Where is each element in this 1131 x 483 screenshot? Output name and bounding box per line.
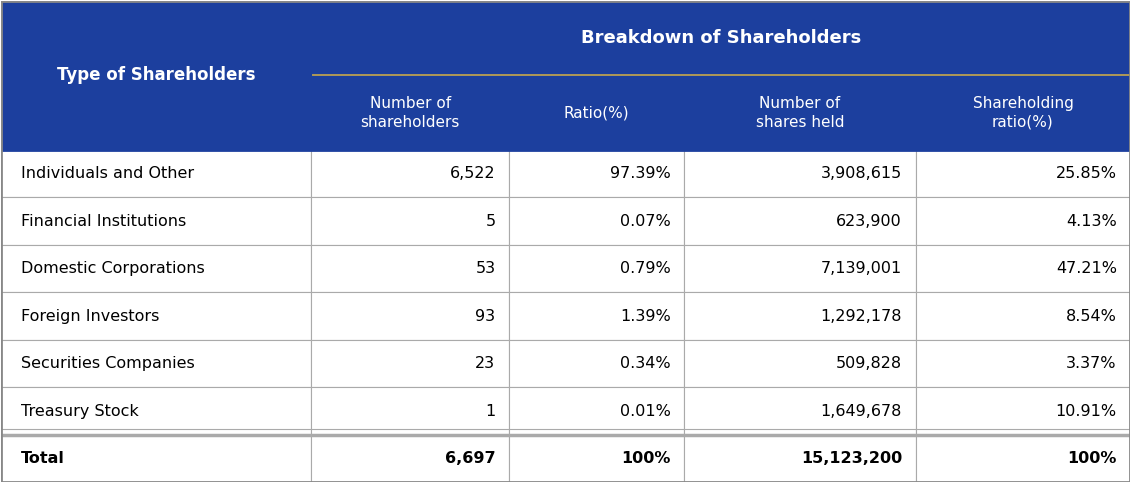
Bar [916, 198, 1130, 245]
Bar [509, 245, 684, 292]
Text: Number of
shareholders: Number of shareholders [361, 96, 460, 130]
Bar [916, 75, 1130, 150]
Bar [509, 75, 684, 150]
Bar [509, 340, 684, 387]
Bar [509, 387, 684, 435]
Bar [1, 292, 311, 340]
Text: 10.91%: 10.91% [1055, 404, 1116, 419]
Text: Total: Total [21, 451, 64, 466]
Bar [684, 150, 916, 198]
Text: 4.13%: 4.13% [1067, 213, 1116, 229]
Text: 93: 93 [475, 309, 495, 324]
Bar [311, 0, 1130, 75]
Text: 6,522: 6,522 [450, 166, 495, 181]
Bar [509, 198, 684, 245]
Text: 100%: 100% [621, 451, 671, 466]
Bar [684, 435, 916, 483]
Bar [311, 435, 509, 483]
Text: Foreign Investors: Foreign Investors [21, 309, 159, 324]
Bar [1, 387, 311, 435]
Bar [684, 340, 916, 387]
Bar [684, 292, 916, 340]
Bar [509, 150, 684, 198]
Text: 100%: 100% [1068, 451, 1116, 466]
Text: 3,908,615: 3,908,615 [821, 166, 903, 181]
Bar [916, 387, 1130, 435]
Bar [509, 435, 684, 483]
Text: Breakdown of Shareholders: Breakdown of Shareholders [580, 29, 861, 47]
Text: 1: 1 [485, 404, 495, 419]
Text: 509,828: 509,828 [836, 356, 903, 371]
Text: 25.85%: 25.85% [1055, 166, 1116, 181]
Text: Securities Companies: Securities Companies [21, 356, 195, 371]
Bar [916, 292, 1130, 340]
Bar [684, 245, 916, 292]
Text: Type of Shareholders: Type of Shareholders [57, 66, 256, 85]
Bar [1, 150, 311, 198]
Text: 6,697: 6,697 [444, 451, 495, 466]
Bar [311, 198, 509, 245]
Bar [311, 340, 509, 387]
Bar [1, 0, 311, 150]
Bar [684, 198, 916, 245]
Text: 15,123,200: 15,123,200 [801, 451, 903, 466]
Text: Treasury Stock: Treasury Stock [21, 404, 139, 419]
Bar [311, 245, 509, 292]
Bar [509, 292, 684, 340]
Bar [916, 340, 1130, 387]
Bar [916, 435, 1130, 483]
Text: 8.54%: 8.54% [1065, 309, 1116, 324]
Bar [1, 198, 311, 245]
Bar [684, 75, 916, 150]
Text: 1,292,178: 1,292,178 [821, 309, 903, 324]
Text: Individuals and Other: Individuals and Other [21, 166, 195, 181]
Text: 1,649,678: 1,649,678 [821, 404, 903, 419]
Text: 53: 53 [475, 261, 495, 276]
Bar [1, 435, 311, 483]
Text: 5: 5 [485, 213, 495, 229]
Text: Number of
shares held: Number of shares held [756, 96, 844, 130]
Text: 0.34%: 0.34% [620, 356, 671, 371]
Text: 0.01%: 0.01% [620, 404, 671, 419]
Text: Financial Institutions: Financial Institutions [21, 213, 187, 229]
Bar [1, 245, 311, 292]
Text: 1.39%: 1.39% [620, 309, 671, 324]
Text: Ratio(%): Ratio(%) [563, 105, 629, 120]
Text: 3.37%: 3.37% [1067, 356, 1116, 371]
Text: 0.07%: 0.07% [620, 213, 671, 229]
Text: Domestic Corporations: Domestic Corporations [21, 261, 205, 276]
Bar [311, 387, 509, 435]
Bar [684, 387, 916, 435]
Text: 623,900: 623,900 [836, 213, 903, 229]
Bar [916, 150, 1130, 198]
Bar [311, 292, 509, 340]
Bar [916, 245, 1130, 292]
Bar [1, 340, 311, 387]
Text: Shareholding
ratio(%): Shareholding ratio(%) [973, 96, 1073, 130]
Text: 47.21%: 47.21% [1055, 261, 1116, 276]
Bar [311, 150, 509, 198]
Text: 7,139,001: 7,139,001 [821, 261, 903, 276]
Text: 0.79%: 0.79% [620, 261, 671, 276]
Text: 23: 23 [475, 356, 495, 371]
Bar [311, 75, 509, 150]
Text: 97.39%: 97.39% [610, 166, 671, 181]
